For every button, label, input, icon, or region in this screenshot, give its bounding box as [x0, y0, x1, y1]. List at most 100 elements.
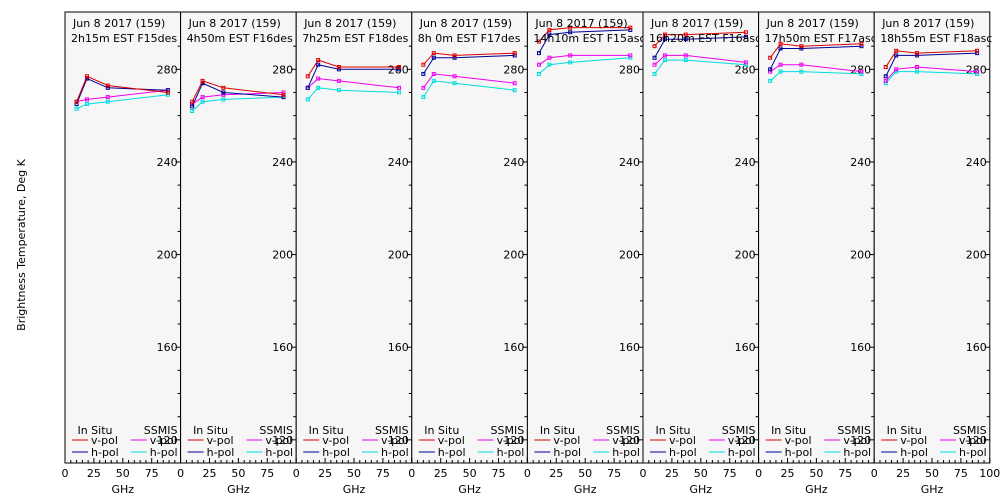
panel-group: 120 160 200 240 280 0 25 50 75 GHz Jun 8 2017 (159… [62, 11, 1000, 496]
ssmis-vpol-point [778, 62, 783, 67]
insitu-vpol-point [165, 90, 170, 95]
insitu-vpol-line [191, 80, 284, 102]
legend-title-insitu: In Situ [193, 424, 228, 437]
ssmis-hpol-point [512, 88, 517, 93]
y-tick-label: 240 [850, 156, 871, 169]
y-tick-label: 280 [735, 63, 756, 76]
ssmis-vpol-line [307, 78, 400, 89]
ssmis-hpol-point [105, 99, 110, 104]
x-tick-label: 0 [640, 467, 647, 480]
ssmis-hpol-line [769, 71, 862, 82]
ssmis-hpol-point [799, 69, 804, 74]
x-tick-label: 0 [871, 467, 878, 480]
insitu-vpol-point [859, 41, 864, 46]
x-tick-label: 25 [203, 467, 217, 480]
ssmis-vpol-point [512, 81, 517, 86]
y-tick-label: 280 [619, 63, 640, 76]
panel-title-time: 14h10m EST F15asc [533, 32, 645, 45]
legend-label-ssmis-hpol: h-pol [843, 446, 871, 459]
insitu-hpol-point [662, 37, 667, 42]
x-tick-label: 50 [231, 467, 245, 480]
x-tick-label: 75 [492, 467, 506, 480]
insitu-vpol-point [683, 32, 688, 37]
panel-title-date: Jun 8 2017 (159) [303, 17, 396, 30]
insitu-vpol-point [883, 65, 888, 69]
ssmis-vpol-point [894, 67, 899, 72]
y-tick-label: 120 [503, 434, 524, 447]
legend-label-ssmis-vpol: v-pol [728, 434, 755, 447]
ssmis-vpol-line [191, 92, 284, 105]
ssmis-vpol-point [547, 55, 552, 60]
legend-title-insitu: In Situ [77, 424, 112, 437]
ssmis-hpol-line [191, 96, 284, 112]
insitu-vpol-point [305, 74, 310, 79]
insitu-hpol-point [221, 90, 226, 95]
insitu-hpol-line [885, 52, 978, 77]
ssmis-vpol-line [422, 73, 515, 89]
panel-background [758, 12, 875, 463]
x-axis-label: GHz [112, 483, 135, 496]
ssmis-vpol-point [975, 69, 980, 74]
legend-label-insitu-hpol: h-pol [91, 446, 119, 459]
ssmis-vpol-point [336, 78, 341, 83]
legend-label-insitu-vpol: v-pol [322, 434, 349, 447]
insitu-vpol-point [421, 62, 426, 67]
ssmis-vpol-point [768, 69, 773, 74]
insitu-vpol-point [84, 74, 89, 79]
ssmis-hpol-point [74, 106, 79, 111]
y-tick-label: 200 [272, 249, 293, 262]
panel-series-group [305, 58, 402, 102]
legend-label-ssmis-vpol: v-pol [381, 434, 408, 447]
y-tick-label: 160 [157, 341, 178, 354]
x-tick-label: 50 [347, 467, 361, 480]
legend-label-ssmis-hpol: h-pol [497, 446, 525, 459]
x-tick-label: 75 [954, 467, 968, 480]
ssmis-hpol-point [305, 97, 310, 102]
ssmis-hpol-point [743, 62, 748, 67]
insitu-vpol-point [190, 99, 195, 104]
panel-background [527, 12, 643, 463]
insitu-vpol-point [74, 99, 79, 104]
ssmis-hpol-point [568, 60, 573, 65]
legend-label-insitu-hpol: h-pol [669, 446, 697, 459]
legend-label-ssmis-hpol: h-pol [265, 446, 293, 459]
panel-6: 120 160 200 240 280 0 25 50 75 GHz Jun 8 2017 (159… [640, 11, 761, 496]
insitu-hpol-point [397, 67, 402, 72]
panel-title-date: Jun 8 2017 (159) [188, 17, 281, 30]
y-tick-label: 160 [735, 341, 756, 354]
x-tick-label: 50 [694, 467, 708, 480]
insitu-hpol-point [165, 88, 170, 93]
insitu-vpol-line [654, 31, 746, 47]
y-tick-label: 200 [157, 249, 178, 262]
panel-background [411, 12, 528, 463]
insitu-hpol-point [452, 55, 457, 60]
ssmis-hpol-point [200, 99, 205, 104]
ssmis-hpol-point [536, 71, 541, 76]
x-tick-label: 25 [781, 467, 795, 480]
x-tick-label: 0 [293, 467, 300, 480]
legend-title-ssmis: SSMIS [837, 424, 871, 437]
insitu-vpol-line [307, 59, 400, 77]
insitu-vpol-line [769, 43, 862, 58]
insitu-hpol-line [654, 36, 746, 58]
y-tick-label: 240 [157, 156, 178, 169]
ssmis-hpol-point [84, 102, 89, 107]
panel-series-group [190, 78, 286, 113]
x-tick-label: 50 [809, 467, 823, 480]
ssmis-hpol-point [421, 95, 426, 100]
y-tick-label: 280 [157, 63, 178, 76]
ssmis-hpol-point [652, 71, 657, 76]
ssmis-hpol-point [662, 58, 667, 63]
insitu-vpol-point [512, 51, 517, 56]
ssmis-hpol-line [654, 59, 746, 75]
x-tick-label: 50 [925, 467, 939, 480]
panel-title-date: Jun 8 2017 (159) [534, 17, 627, 30]
y-tick-label: 200 [619, 249, 640, 262]
legend-label-insitu-vpol: v-pol [785, 434, 812, 447]
x-tick-label: 50 [116, 467, 130, 480]
ssmis-hpol-point [221, 97, 226, 102]
ssmis-vpol-point [452, 74, 457, 79]
insitu-vpol-point [743, 30, 748, 35]
ssmis-hpol-line [538, 57, 631, 75]
